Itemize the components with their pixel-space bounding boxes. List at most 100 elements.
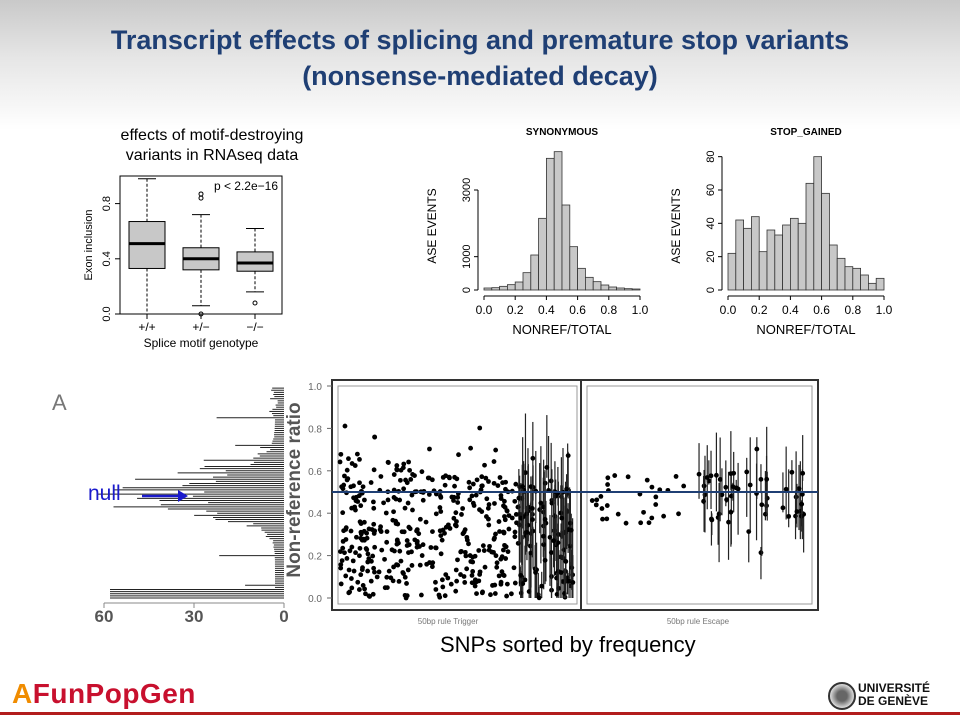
data-point [455, 495, 461, 500]
data-point [347, 589, 353, 595]
data-point [646, 520, 652, 526]
data-point [447, 526, 453, 531]
boxplot-xtick-label: +/− [192, 320, 209, 334]
data-point [564, 486, 570, 492]
data-point [520, 581, 526, 587]
data-point [348, 576, 354, 581]
data-point [605, 482, 611, 487]
data-point [344, 556, 350, 561]
data-point [357, 553, 362, 559]
histogram-stop-gained: STOP_GAINED 0.0 0.2 0.4 0.6 0.8 1.0 0 20 40 60 80 AS… [669, 127, 893, 337]
data-point [469, 573, 475, 578]
data-point [724, 497, 730, 503]
data-point [357, 456, 362, 462]
data-point [354, 451, 360, 457]
data-point [429, 560, 435, 566]
data-point [780, 505, 786, 511]
trigger-label: 50bp rule Trigger [418, 617, 479, 626]
data-point [371, 505, 377, 511]
data-point [746, 529, 752, 535]
data-point [439, 537, 445, 543]
data-point [410, 507, 415, 513]
data-point [353, 507, 358, 513]
data-point [649, 515, 655, 521]
synonymous-bar [623, 288, 633, 291]
data-point [542, 557, 548, 563]
data-point [351, 483, 356, 489]
data-point [477, 569, 483, 575]
stop-gained-xtick-label: 1.0 [876, 303, 893, 317]
data-point [589, 498, 595, 503]
data-point [747, 482, 753, 488]
data-point [502, 517, 508, 523]
data-point [349, 544, 355, 550]
data-point [563, 559, 569, 564]
data-point [433, 545, 438, 551]
title-band [0, 0, 960, 130]
data-point [486, 479, 491, 484]
data-point [391, 564, 396, 570]
data-point [433, 587, 439, 592]
stop-gained-ytick-label: 80 [705, 151, 717, 163]
synonymous-bar [507, 284, 516, 291]
data-point [492, 591, 498, 596]
data-point [484, 514, 489, 519]
data-point [362, 586, 367, 592]
data-point [428, 545, 434, 550]
data-point [723, 484, 729, 490]
data-point [405, 567, 411, 573]
data-point [783, 486, 789, 492]
data-point [470, 500, 476, 506]
data-point [409, 492, 415, 498]
data-point [427, 446, 432, 452]
stop-gained-bar [805, 182, 815, 291]
data-point [355, 499, 361, 504]
data-point [360, 484, 366, 490]
data-point [479, 509, 485, 514]
data-point [382, 556, 387, 562]
data-point [641, 509, 646, 515]
data-point [374, 574, 380, 580]
synonymous-ytick-label: 0 [461, 287, 473, 293]
scatter-ytick-label: 0.2 [308, 552, 322, 563]
data-point [398, 558, 404, 564]
data-point [492, 582, 498, 588]
data-point [453, 510, 459, 516]
data-point [623, 520, 629, 526]
data-point [416, 531, 422, 537]
stop-gained-xtick-label: 0.0 [720, 303, 737, 317]
data-point [338, 565, 344, 571]
escape-subpanel [586, 385, 813, 605]
data-point [486, 522, 492, 528]
data-point [340, 510, 346, 516]
data-point [498, 496, 504, 501]
data-point [638, 520, 644, 526]
data-point [359, 537, 365, 543]
data-point [349, 585, 355, 591]
data-point [497, 475, 503, 480]
data-point [515, 504, 521, 510]
stop-gained-bar [828, 244, 838, 291]
data-point [406, 550, 411, 556]
synonymous-bar [616, 287, 625, 291]
data-point [530, 455, 536, 461]
synonymous-xtick-label: 0.2 [507, 303, 524, 317]
stop-gained-xtick-label: 0.8 [844, 303, 861, 317]
data-point [726, 519, 731, 525]
synonymous-bar [569, 246, 579, 291]
data-point [340, 545, 346, 551]
data-point [513, 512, 519, 517]
data-point [463, 553, 469, 559]
data-point [369, 527, 375, 532]
data-point [420, 497, 426, 503]
data-point [566, 578, 572, 584]
title-line-1: Transcript effects of splicing and prema… [110, 25, 850, 55]
data-point [717, 477, 723, 482]
data-point [506, 526, 512, 532]
synonymous-xtick-label: 0.0 [476, 303, 493, 317]
data-point [370, 553, 376, 559]
data-point [378, 474, 384, 479]
data-point [363, 591, 368, 597]
data-point [764, 476, 770, 482]
data-point [518, 572, 524, 578]
